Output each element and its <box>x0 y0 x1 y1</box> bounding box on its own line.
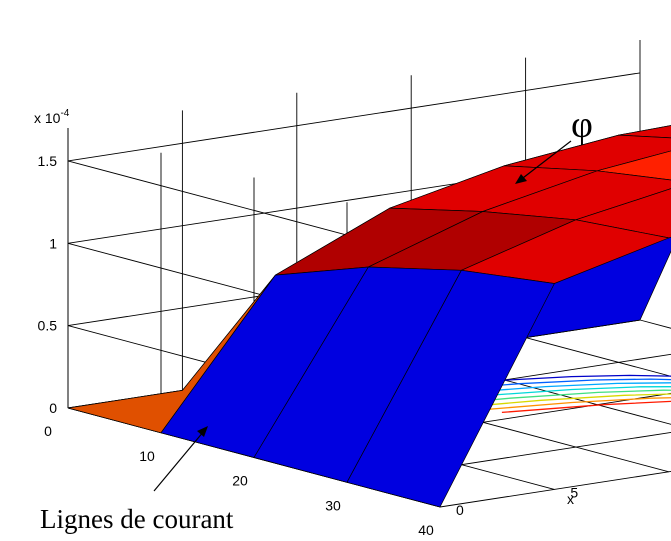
floor-x-line-4 <box>525 337 671 377</box>
contour-line-7 <box>501 400 671 414</box>
phi-surface <box>67 125 671 508</box>
x-axis-label: x <box>567 491 574 507</box>
floor-y-line-4 <box>439 471 671 508</box>
contour-line-4 <box>387 389 671 410</box>
axis-ticks: x 10-4 x 00.511.50102030400510152025 <box>34 108 578 538</box>
y-tick-label: 40 <box>418 522 434 538</box>
surface-patch <box>346 269 555 508</box>
phi-arrowhead <box>515 174 527 184</box>
phi-arrow <box>518 140 572 182</box>
z-tick-label: 0.5 <box>38 318 58 334</box>
z-multiplier-label: x 10-4 <box>34 108 70 126</box>
streamline-contours <box>234 374 671 414</box>
contour-line-6 <box>463 397 671 412</box>
contour-arrowhead <box>197 426 208 437</box>
contour-line-1 <box>272 378 671 407</box>
y-tick-label: 0 <box>44 423 52 439</box>
annotations: φ Lignes de courant <box>40 104 593 534</box>
contour-line-0 <box>234 374 671 406</box>
y-tick-label: 20 <box>232 473 248 489</box>
x-tick-label: 5 <box>570 484 578 500</box>
surface-patch <box>618 125 671 139</box>
contour-line-2 <box>311 382 671 408</box>
contour-line-3 <box>349 386 671 409</box>
contour-label: Lignes de courant <box>40 504 234 534</box>
contour-arrow <box>153 430 205 492</box>
z-tick-label: 1.5 <box>38 153 58 169</box>
y-tick-label: 10 <box>139 448 155 464</box>
x-tick-label: 0 <box>456 502 464 518</box>
contour-line-5 <box>425 393 671 411</box>
z-tick-label: 0 <box>49 400 57 416</box>
z-tick-label: 1 <box>49 235 57 251</box>
phi-label: φ <box>571 104 593 146</box>
y-tick-label: 30 <box>325 497 341 513</box>
